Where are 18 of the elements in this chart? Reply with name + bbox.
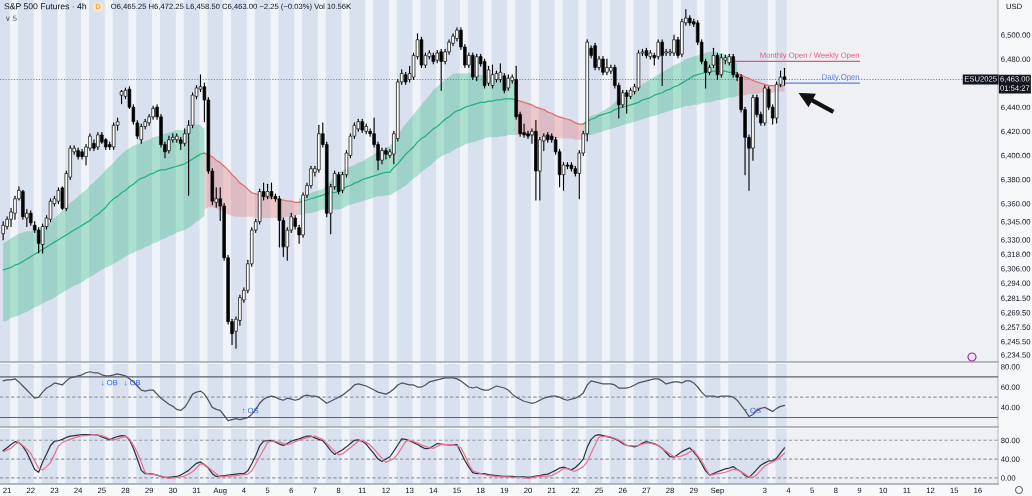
candlestick	[593, 42, 597, 71]
candlestick	[384, 147, 388, 160]
candlestick	[715, 52, 720, 81]
line-series	[2, 371, 786, 422]
candlestick	[605, 58, 609, 76]
candlestick	[439, 48, 443, 91]
candlestick	[672, 34, 676, 56]
candlestick	[474, 53, 479, 82]
candlestick	[277, 195, 282, 248]
candlestick	[660, 39, 664, 87]
candlestick	[139, 123, 144, 144]
candlestick	[336, 171, 341, 195]
candlestick	[486, 65, 491, 87]
chart-title: S&P 500 Futures · 4h	[4, 2, 87, 10]
candlestick	[731, 53, 735, 78]
candlestick	[601, 56, 605, 76]
candlestick	[36, 227, 41, 254]
candlestick	[471, 52, 475, 81]
